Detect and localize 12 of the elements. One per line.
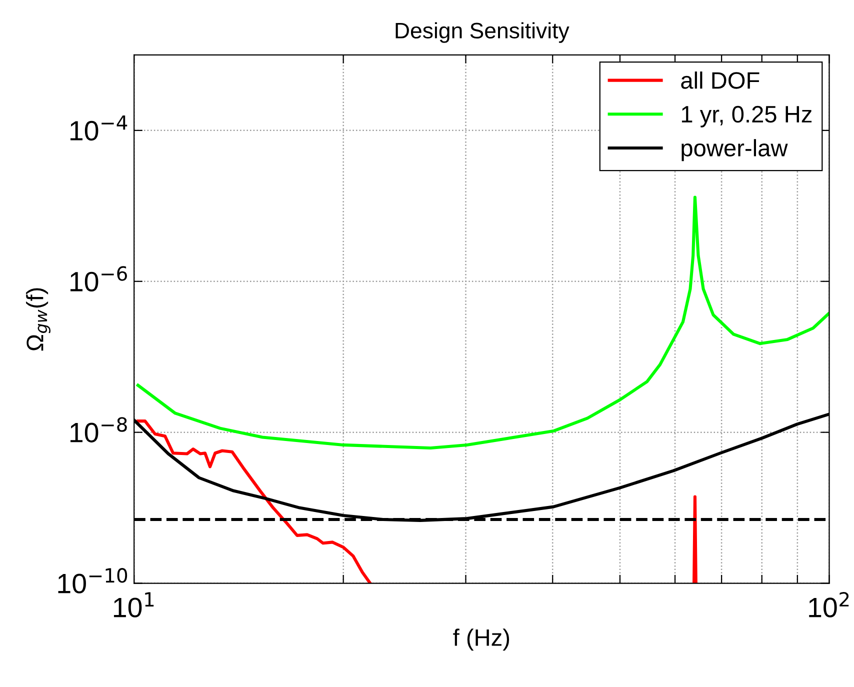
x-tick-label: 10$^{1}$ — [114, 592, 154, 618]
y-tick-label: 10$^{−6}$ — [70, 266, 127, 292]
legend-label: 1 yr, 0.25 Hz — [682, 106, 812, 128]
y-tick-label: 10$^{−4}$ — [70, 115, 128, 141]
x-axis-title: f (Hz) — [453, 628, 510, 651]
y-tick-label: 10$^{−10}$ — [58, 568, 128, 594]
y-axis-title: Ω$_{gw}$(f) — [26, 288, 50, 351]
y-tick-label: 10$^{−8}$ — [70, 417, 127, 442]
x-tick-label: 10$^{2}$ — [809, 592, 849, 618]
chart-title: Design Sensitivity — [396, 22, 570, 43]
legend-label: power-law — [682, 139, 788, 162]
legend-label: all DOF — [681, 71, 760, 89]
